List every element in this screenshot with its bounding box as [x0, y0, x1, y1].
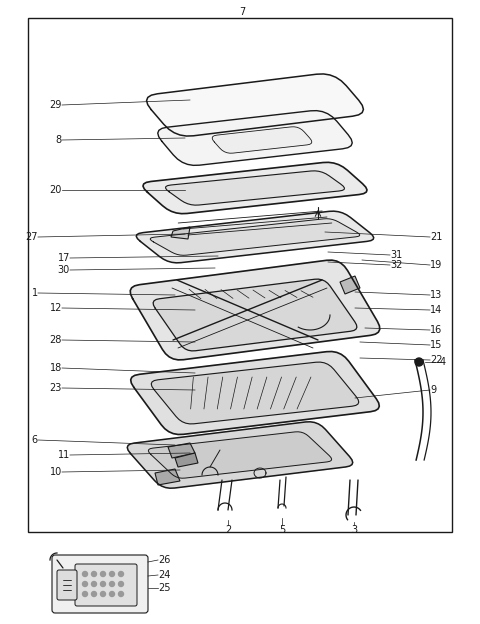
Text: 31: 31	[390, 250, 402, 260]
Circle shape	[119, 582, 123, 587]
Text: 3: 3	[351, 525, 357, 535]
Circle shape	[109, 572, 115, 577]
Text: 22: 22	[430, 355, 443, 365]
Circle shape	[83, 592, 87, 597]
Polygon shape	[143, 162, 367, 213]
FancyBboxPatch shape	[57, 570, 77, 600]
Text: 27: 27	[25, 232, 38, 242]
Text: 9: 9	[430, 385, 436, 395]
Text: 14: 14	[430, 305, 442, 315]
Text: 20: 20	[49, 185, 62, 195]
Circle shape	[119, 592, 123, 597]
Polygon shape	[340, 276, 360, 294]
Text: 10: 10	[50, 467, 62, 477]
Polygon shape	[148, 432, 332, 478]
Text: 5: 5	[279, 525, 285, 535]
FancyBboxPatch shape	[52, 555, 148, 613]
Text: 24: 24	[158, 570, 170, 580]
Polygon shape	[151, 362, 359, 424]
Circle shape	[109, 582, 115, 587]
Text: 8: 8	[56, 135, 62, 145]
Text: 28: 28	[49, 335, 62, 345]
Text: 13: 13	[430, 290, 442, 300]
Text: 18: 18	[50, 363, 62, 373]
FancyBboxPatch shape	[75, 564, 137, 606]
Circle shape	[100, 592, 106, 597]
Circle shape	[92, 572, 96, 577]
Circle shape	[83, 572, 87, 577]
Text: 12: 12	[49, 303, 62, 313]
Circle shape	[100, 582, 106, 587]
Text: 1: 1	[32, 288, 38, 298]
Circle shape	[83, 582, 87, 587]
Text: 26: 26	[158, 555, 170, 565]
Circle shape	[100, 572, 106, 577]
Bar	[28, 18, 452, 532]
Text: 21: 21	[430, 232, 443, 242]
Polygon shape	[130, 260, 380, 360]
Text: 29: 29	[49, 100, 62, 110]
Polygon shape	[212, 127, 312, 154]
Polygon shape	[171, 227, 190, 239]
Text: 4: 4	[440, 357, 446, 367]
Text: 32: 32	[390, 260, 402, 270]
Polygon shape	[166, 171, 345, 205]
Polygon shape	[150, 218, 360, 255]
Text: 17: 17	[58, 253, 70, 263]
Circle shape	[109, 592, 115, 597]
Circle shape	[92, 582, 96, 587]
Text: 15: 15	[430, 340, 443, 350]
Text: 16: 16	[430, 325, 442, 335]
Polygon shape	[136, 211, 374, 263]
Text: 6: 6	[32, 435, 38, 445]
Text: 2: 2	[225, 525, 231, 535]
Polygon shape	[127, 422, 353, 488]
Polygon shape	[175, 453, 198, 467]
Text: 25: 25	[158, 583, 170, 593]
Circle shape	[92, 592, 96, 597]
Polygon shape	[146, 74, 363, 136]
Circle shape	[119, 572, 123, 577]
Polygon shape	[153, 279, 357, 351]
Text: 7: 7	[239, 7, 245, 17]
Circle shape	[415, 358, 423, 366]
Text: 23: 23	[49, 383, 62, 393]
Polygon shape	[158, 110, 352, 165]
Text: 30: 30	[58, 265, 70, 275]
Text: 19: 19	[430, 260, 442, 270]
Polygon shape	[168, 443, 195, 458]
Text: 11: 11	[58, 450, 70, 460]
Polygon shape	[131, 351, 379, 434]
Polygon shape	[155, 469, 180, 485]
